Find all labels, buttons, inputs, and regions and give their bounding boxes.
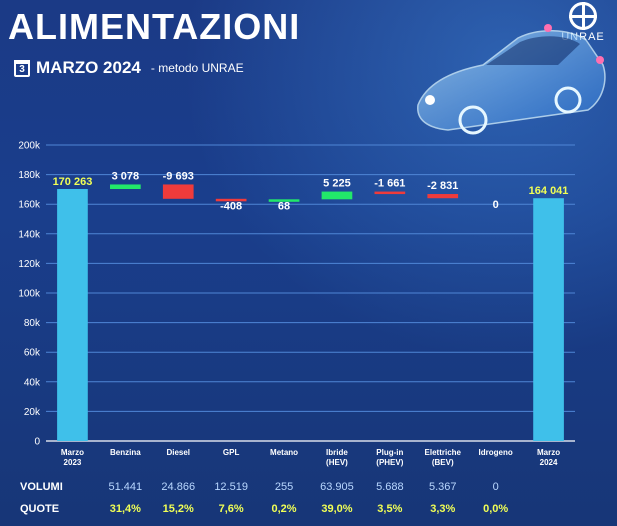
x-tick-label: Marzo bbox=[537, 448, 560, 457]
data-label: 164 041 bbox=[529, 185, 569, 197]
x-tick-label: Plug-in bbox=[376, 448, 403, 457]
quote-value: 31,4% bbox=[109, 503, 141, 515]
data-label: -9 693 bbox=[163, 170, 194, 182]
data-label: 3 078 bbox=[112, 170, 140, 182]
y-tick-label: 0 bbox=[34, 437, 40, 448]
y-tick-label: 200k bbox=[18, 141, 41, 152]
increase-bar bbox=[321, 191, 353, 200]
x-tick-label: (HEV) bbox=[326, 458, 348, 467]
y-tick-label: 80k bbox=[24, 318, 41, 329]
unrae-logo-icon bbox=[569, 2, 597, 30]
y-axis: 0 20k 40k 60k 80k 100k 120k 140k 160k 180k 200k bbox=[18, 141, 41, 448]
data-label: -408 bbox=[220, 200, 242, 212]
volumi-value: 0 bbox=[492, 481, 499, 493]
data-labels: 170 263 3 078 -9 693 -408 68 5 225 -1 661 -2 83… bbox=[53, 170, 569, 212]
y-tick-label: 60k bbox=[24, 348, 41, 359]
quote-value: 7,6% bbox=[218, 503, 244, 515]
quote-label: QUOTE bbox=[20, 503, 60, 515]
quote-value: 0,2% bbox=[271, 503, 297, 515]
volumi-row: VOLUMI 51.441 24.866 12.519 255 63.905 5.688 5… bbox=[0, 481, 617, 499]
y-tick-label: 180k bbox=[18, 170, 41, 181]
increase-bar bbox=[268, 199, 300, 202]
x-tick-label: Benzina bbox=[110, 448, 141, 457]
quote-value: 3,3% bbox=[430, 503, 456, 515]
x-tick-label: 2024 bbox=[540, 458, 558, 467]
x-tick-label: Marzo bbox=[61, 448, 84, 457]
x-tick-label: GPL bbox=[223, 448, 240, 457]
data-label: 170 263 bbox=[53, 176, 93, 188]
chart-bars bbox=[57, 184, 564, 441]
quote-value: 0,0% bbox=[483, 503, 509, 515]
data-label: 5 225 bbox=[323, 178, 351, 190]
volumi-value: 255 bbox=[274, 481, 294, 493]
data-label: 68 bbox=[278, 200, 290, 212]
y-tick-label: 120k bbox=[18, 259, 41, 270]
decrease-bar bbox=[374, 191, 406, 195]
x-tick-label: 2023 bbox=[64, 458, 82, 467]
decrease-bar bbox=[162, 184, 194, 199]
x-tick-label: Idrogeno bbox=[479, 448, 513, 457]
data-label: -1 661 bbox=[374, 178, 405, 190]
waterfall-chart: 0 20k 40k 60k 80k 100k 120k 140k 160k 180k 200k 17… bbox=[18, 141, 575, 467]
increase-bar bbox=[110, 184, 141, 190]
total-bar bbox=[57, 189, 88, 441]
y-tick-label: 20k bbox=[24, 407, 41, 418]
volumi-label: VOLUMI bbox=[20, 481, 63, 493]
page-title: ALIMENTAZIONI bbox=[8, 6, 301, 47]
y-tick-label: 100k bbox=[18, 289, 41, 300]
x-tick-label: Ibride bbox=[326, 448, 348, 457]
calendar-day: 3 bbox=[19, 63, 25, 75]
volumi-value: 12.519 bbox=[214, 481, 248, 493]
volumi-value: 24.866 bbox=[161, 481, 196, 493]
x-tick-label: Elettriche bbox=[425, 448, 462, 457]
quote-value: 39,0% bbox=[321, 503, 353, 515]
x-tick-label: Diesel bbox=[166, 448, 190, 457]
total-bar bbox=[533, 198, 564, 441]
volumi-value: 5.688 bbox=[376, 481, 404, 493]
decrease-bar bbox=[215, 198, 247, 202]
data-label: 0 bbox=[493, 199, 499, 211]
quote-row: QUOTE 31,4% 15,2% 7,6% 0,2% 39,0% 3,5% 3,3% 0,0… bbox=[0, 503, 617, 521]
volumi-value: 63.905 bbox=[320, 481, 354, 493]
x-tick-label: Metano bbox=[270, 448, 298, 457]
quote-value: 3,5% bbox=[377, 503, 403, 515]
car-illustration-icon bbox=[417, 24, 606, 135]
volumi-value: 51.441 bbox=[108, 481, 143, 493]
data-label: -2 831 bbox=[427, 180, 458, 192]
method-label: - metodo UNRAE bbox=[150, 61, 244, 75]
calendar-icon: 3 bbox=[14, 59, 30, 77]
y-tick-label: 40k bbox=[24, 377, 41, 388]
quote-value: 15,2% bbox=[162, 503, 194, 515]
x-tick-label: (PHEV) bbox=[376, 458, 403, 467]
period-label: MARZO 2024 bbox=[36, 58, 141, 77]
period-subtitle: 3 MARZO 2024 - metodo UNRAE bbox=[14, 58, 244, 78]
x-tick-label: (BEV) bbox=[432, 458, 454, 467]
y-tick-label: 160k bbox=[18, 200, 41, 211]
decrease-bar bbox=[427, 194, 459, 199]
y-tick-label: 140k bbox=[18, 229, 41, 240]
volumi-value: 5.367 bbox=[428, 481, 457, 493]
chart-grid bbox=[46, 144, 575, 442]
